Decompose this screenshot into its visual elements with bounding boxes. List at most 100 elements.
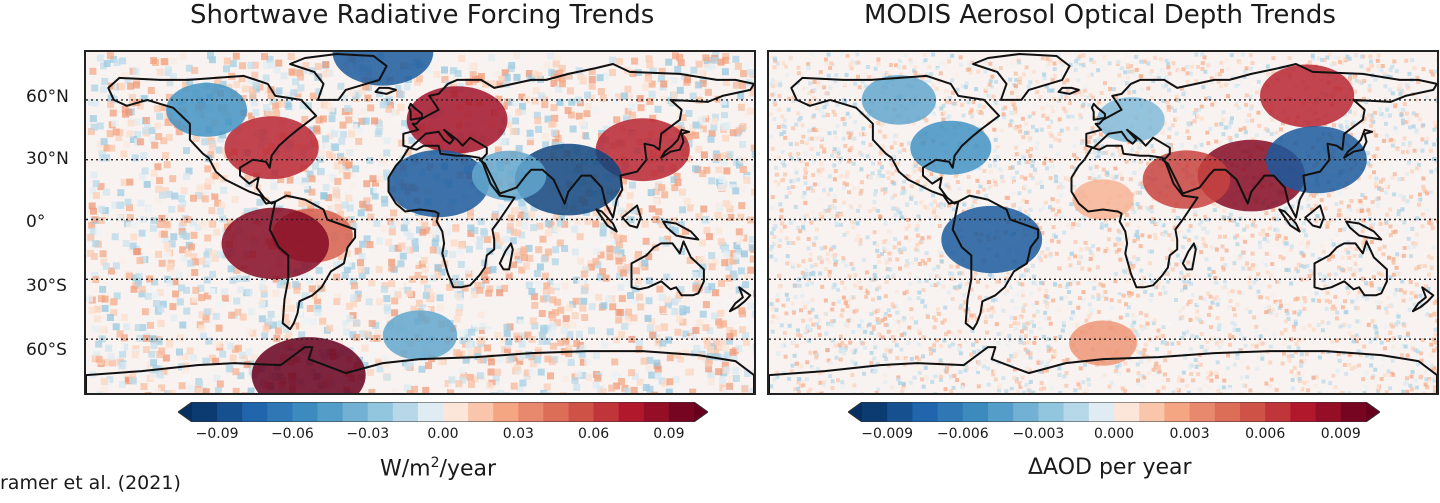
aod-noise-cell [1125,213,1130,217]
sw-noise-cell [486,285,494,293]
sw-noise-cell [219,80,227,88]
sw-noise-cell [685,133,693,141]
aod-noise-cell [1228,218,1233,223]
sw-noise-cell [504,346,511,354]
sw-noise-cell [749,89,754,97]
aod-noise-cell [835,214,840,219]
sw-noise-cell [226,218,234,226]
aod-noise-cell [887,257,892,262]
aod-noise-cell [1046,348,1051,353]
aod-noise-cell [1401,298,1406,303]
aod-noise-cell [830,175,835,180]
sw-noise-cell [624,85,632,93]
aod-noise-cell [1348,207,1353,212]
sw-noise-cell [561,282,569,290]
sw-noise-cell [592,257,600,265]
sw-noise-cell [262,74,270,82]
sw-noise-cell [613,382,621,390]
sw-noise-cell [644,314,652,322]
sw-noise-cell [641,220,649,228]
aod-noise-cell [1009,315,1014,320]
sw-noise-cell [233,297,241,305]
sw-noise-cell [248,308,256,316]
aod-noise-cell [1060,185,1065,190]
sw-noise-cell [610,232,618,239]
sw-noise-cell [368,319,376,327]
aod-noise-cell [845,230,850,235]
aod-noise-cell [1250,233,1255,238]
aod-noise-cell [1169,250,1174,255]
aod-noise-cell [929,224,934,229]
aod-noise-cell [1176,378,1181,383]
aod-noise-cell [831,274,836,279]
aod-noise-cell [900,387,905,392]
aod-noise-cell [825,251,830,256]
aod-noise-cell [1030,319,1035,324]
aod-noise-cell [972,276,977,280]
sw-noise-cell [372,281,380,289]
aod-noise-cell [816,81,821,86]
sw-noise-cell [501,69,509,77]
aod-noise-cell [1293,321,1298,326]
aod-noise-cell [872,207,877,211]
aod-noise-cell [1088,166,1093,171]
sw-noise-cell [139,368,147,376]
aod-noise-cell [1301,253,1306,258]
sw-noise-cell [718,339,726,347]
aod-noise-cell [864,294,869,299]
sw-noise-cell [579,304,587,312]
sw-noise-cell [345,194,353,202]
sw-noise-cell [708,129,716,137]
sw-noise-cell [418,260,426,268]
sw-noise-cell [216,380,224,388]
aod-noise-cell [1138,311,1143,316]
sw-noise-cell [518,231,526,239]
sw-noise-cell [342,159,350,167]
sw-noise-cell [149,335,157,343]
sw-noise-cell [578,351,586,358]
sw-noise-cell [739,70,747,77]
sw-noise-cell [721,361,729,369]
aod-noise-cell [1221,285,1225,290]
aod-noise-cell [1061,323,1066,328]
sw-noise-cell [684,75,692,83]
sw-noise-cell [107,353,115,361]
sw-noise-cell [526,254,534,262]
sw-noise-cell [470,324,478,332]
aod-noise-cell [1186,390,1191,393]
aod-noise-cell [1206,63,1211,68]
aod-noise-cell [1195,316,1200,321]
aod-noise-cell [831,109,836,114]
sw-noise-cell [587,263,595,271]
aod-noise-cell [1421,123,1426,128]
sw-noise-cell [721,68,729,76]
sw-noise-cell [318,82,326,90]
sw-noise-cell [676,86,684,94]
aod-noise-cell [1033,170,1038,175]
aod-noise-cell [1002,292,1007,297]
aod-noise-cell [1261,232,1266,237]
aod-noise-cell [1348,76,1353,81]
aod-noise-cell [1299,205,1304,210]
sw-noise-cell [169,269,177,277]
sw-noise-cell [551,114,559,122]
aod-noise-cell [1021,293,1025,298]
aod-noise-cell [1292,365,1297,370]
aod-noise-cell [1060,62,1065,67]
sw-noise-cell [424,284,431,292]
aod-noise-cell [1074,62,1079,67]
aod-noise-cell [1342,227,1347,232]
aod-noise-cell [776,61,780,66]
aod-noise-cell [1050,164,1055,169]
aod-noise-cell [1117,363,1122,368]
aod-noise-cell [944,183,949,188]
aod-noise-cell [840,340,845,345]
aod-noise-cell [1136,143,1141,148]
sw-noise-cell [611,358,619,366]
aod-noise-cell [1333,272,1338,277]
sw-noise-cell [627,292,634,299]
sw-noise-cell [129,136,137,143]
aod-noise-cell [991,369,996,374]
aod-noise-cell [1046,62,1051,67]
aod-noise-cell [1205,230,1210,235]
